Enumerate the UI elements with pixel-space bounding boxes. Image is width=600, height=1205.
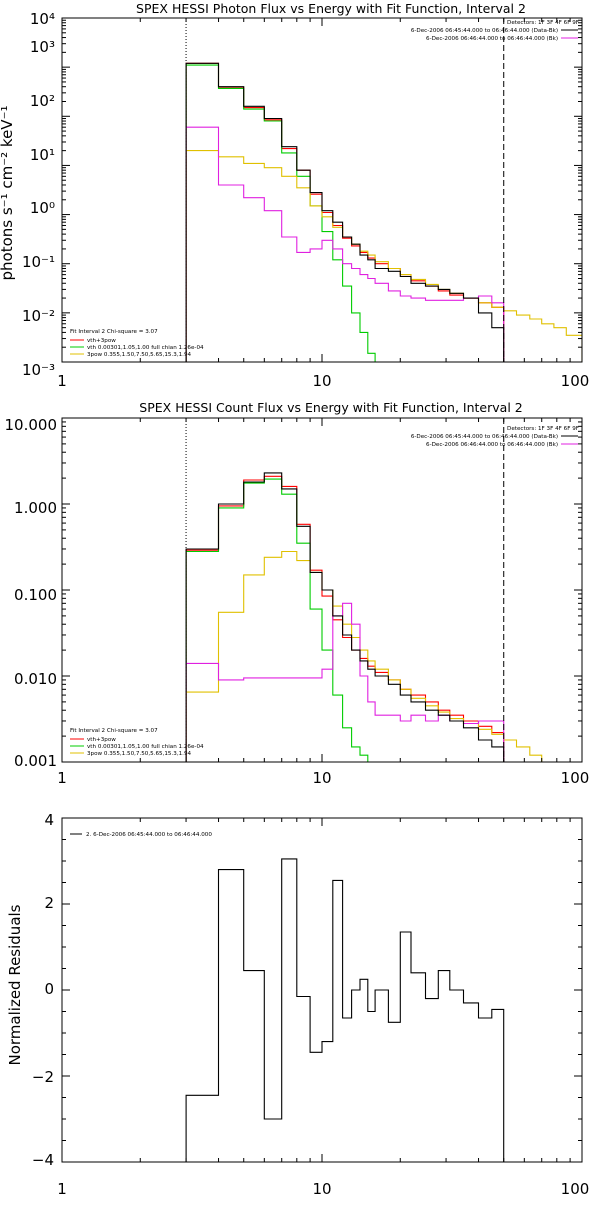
count-fit-entry: 3pow 0.355,1.50,7.50,5.65,15.3,1.94 <box>87 751 192 757</box>
photon-legend-entry: 6-Dec-2006 06:45:44.000 to 06:46:44.000 … <box>411 28 558 34</box>
count-y-tick-label: 0.100 <box>14 586 57 604</box>
count-series-data-bk <box>185 472 505 762</box>
residuals-tick-labels: −4 −2 0 2 4 1 10 100 <box>32 811 589 1198</box>
count-legend-bottom: Fit Interval 2 Chi-square = 3.07 vth+3po… <box>70 728 204 757</box>
count-y-tick-label: 0.001 <box>14 752 57 770</box>
count-x-tick-label: 100 <box>561 769 590 787</box>
photon-legend-bottom: Fit Interval 2 Chi-square = 3.07 vth+3po… <box>70 329 204 358</box>
residuals-plot-area <box>61 817 583 1163</box>
residuals-y-tick-label: 2 <box>44 894 54 912</box>
residuals-x-tick-label: 1 <box>57 1180 67 1198</box>
residuals-legend: 2. 6-Dec-2006 06:45:44.000 to 06:46:44.0… <box>70 832 212 838</box>
count-series-3pow <box>185 550 582 762</box>
photon-chart-title: SPEX HESSI Photon Flux vs Energy with Fi… <box>136 1 526 16</box>
photon-y-tick-label: 10⁰ <box>30 199 55 217</box>
count-legend-header: Detectors: 1F 3F 4F 6F 9F <box>507 426 579 432</box>
photon-fit-entry: vth+3pow <box>87 338 116 344</box>
count-legend-entry: 6-Dec-2006 06:45:44.000 to 06:46:44.000 … <box>411 434 558 440</box>
count-fit-entry: vth 0.00301,1.05,1.00 full chian 1.26e-0… <box>87 744 204 750</box>
count-series-vth-3pow <box>185 475 505 762</box>
count-legend-entry: 6-Dec-2006 06:46:44.000 to 06:46:44.000 … <box>426 442 558 448</box>
count-legend-top: Detectors: 1F 3F 4F 6F 9F 6-Dec-2006 06:… <box>411 426 579 448</box>
residuals-y-tick-label: −4 <box>32 1151 54 1169</box>
photon-series-vth <box>185 64 376 362</box>
residuals-y-tick-label: 0 <box>44 980 54 998</box>
count-y-tick-label: 10.000 <box>5 416 58 434</box>
count-y-tick-label: 1.000 <box>14 499 57 517</box>
count-series-bk <box>185 602 505 762</box>
residuals-x-tick-label: 100 <box>561 1180 590 1198</box>
photon-y-tick-label: 10⁴ <box>30 10 55 28</box>
photon-y-tick-label: 10⁻¹ <box>22 253 55 271</box>
count-fit-header: Fit Interval 2 Chi-square = 3.07 <box>70 728 158 734</box>
photon-x-tick-label: 1 <box>57 372 67 390</box>
count-plot-area <box>61 417 583 763</box>
photon-plot-area <box>61 17 583 363</box>
residuals-legend-entry: 2. 6-Dec-2006 06:45:44.000 to 06:46:44.0… <box>86 832 212 838</box>
photon-series-bk <box>185 126 505 362</box>
photon-x-tick-label: 10 <box>312 372 331 390</box>
photon-fit-header: Fit Interval 2 Chi-square = 3.07 <box>70 329 158 335</box>
count-tick-labels: 0.001 0.010 0.100 1.000 10.000 1 10 100 <box>5 416 590 787</box>
photon-legend-header: Detectors: 1F 3F 4F 6F 9F <box>507 20 579 26</box>
photon-y-tick-label: 10² <box>30 92 55 110</box>
photon-x-tick-label: 100 <box>561 372 590 390</box>
photon-tick-labels: 10⁻³ 10⁻² 10⁻¹ 10⁰ 10¹ 10² 10³ 10⁴ 1 10 … <box>22 10 589 390</box>
count-x-tick-label: 1 <box>57 769 67 787</box>
photon-series-data-bk <box>185 62 505 362</box>
count-fit-entry: vth+3pow <box>87 737 116 743</box>
residuals-x-tick-label: 10 <box>312 1180 331 1198</box>
photon-flux-panel: SPEX HESSI Photon Flux vs Energy with Fi… <box>0 1 589 390</box>
residuals-panel: Normalized Residuals −4 −2 0 2 4 1 10 10… <box>6 811 589 1198</box>
photon-legend-entry: 6-Dec-2006 06:46:44.000 to 06:46:44.000 … <box>426 36 558 42</box>
photon-y-tick-label: 10⁻² <box>22 307 55 325</box>
residuals-y-axis-label: Normalized Residuals <box>6 904 24 1065</box>
count-x-tick-label: 10 <box>312 769 331 787</box>
count-chart-title: SPEX HESSI Count Flux vs Energy with Fit… <box>139 400 522 415</box>
photon-y-tick-label: 10⁻³ <box>22 361 55 379</box>
residuals-series-residuals <box>185 858 505 1162</box>
photon-legend-top: Detectors: 1F 3F 4F 6F 9F 6-Dec-2006 06:… <box>411 20 579 42</box>
photon-y-tick-label: 10¹ <box>30 146 55 164</box>
count-y-tick-label: 0.010 <box>14 670 57 688</box>
photon-series-3pow <box>185 150 582 362</box>
photon-fit-entry: vth 0.00301,1.05,1.00 full chian 1.26e-0… <box>87 345 204 351</box>
count-series-vth <box>185 478 376 762</box>
photon-y-axis-label: photons s⁻¹ cm⁻² keV⁻¹ <box>0 106 16 281</box>
photon-fit-entry: 3pow 0.355,1.50,7.50,5.65,15.3,1.94 <box>87 352 192 358</box>
residuals-y-tick-label: −2 <box>32 1068 54 1086</box>
photon-y-tick-label: 10³ <box>30 38 55 56</box>
residuals-y-tick-label: 4 <box>44 811 54 829</box>
photon-series-vth-3pow <box>185 62 505 362</box>
count-flux-panel: SPEX HESSI Count Flux vs Energy with Fit… <box>5 400 590 787</box>
